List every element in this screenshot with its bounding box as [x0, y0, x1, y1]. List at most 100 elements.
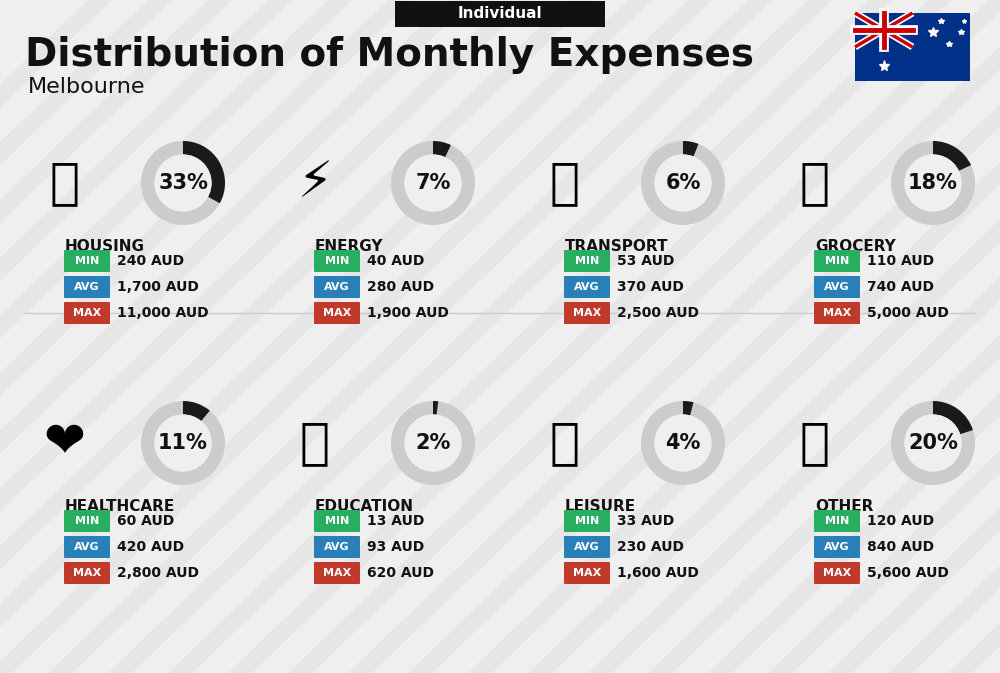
Wedge shape: [683, 141, 698, 156]
Text: AVG: AVG: [324, 542, 350, 552]
Text: 840 AUD: 840 AUD: [867, 540, 934, 554]
Text: MIN: MIN: [75, 516, 99, 526]
FancyBboxPatch shape: [314, 562, 360, 584]
Text: 1,700 AUD: 1,700 AUD: [117, 280, 199, 294]
FancyBboxPatch shape: [814, 302, 860, 324]
FancyBboxPatch shape: [564, 510, 610, 532]
Wedge shape: [391, 401, 475, 485]
Text: MIN: MIN: [575, 516, 599, 526]
Text: 93 AUD: 93 AUD: [367, 540, 424, 554]
FancyBboxPatch shape: [564, 276, 610, 298]
Text: OTHER: OTHER: [815, 499, 873, 514]
Text: 18%: 18%: [908, 173, 958, 193]
Text: 1,600 AUD: 1,600 AUD: [617, 566, 699, 580]
FancyBboxPatch shape: [564, 250, 610, 272]
Wedge shape: [641, 141, 725, 225]
Circle shape: [154, 415, 212, 472]
Text: 5,000 AUD: 5,000 AUD: [867, 306, 949, 320]
Wedge shape: [641, 401, 725, 485]
Text: MAX: MAX: [573, 568, 601, 578]
Text: ⚡: ⚡: [297, 159, 333, 207]
FancyBboxPatch shape: [814, 562, 860, 584]
Text: MAX: MAX: [823, 308, 851, 318]
FancyBboxPatch shape: [314, 302, 360, 324]
Text: ENERGY: ENERGY: [315, 239, 384, 254]
FancyBboxPatch shape: [64, 562, 110, 584]
FancyBboxPatch shape: [64, 276, 110, 298]
Wedge shape: [433, 141, 451, 157]
FancyBboxPatch shape: [314, 536, 360, 558]
Text: TRANSPORT: TRANSPORT: [565, 239, 668, 254]
Text: 53 AUD: 53 AUD: [617, 254, 674, 268]
Text: 60 AUD: 60 AUD: [117, 514, 174, 528]
Wedge shape: [391, 141, 475, 225]
Text: 420 AUD: 420 AUD: [117, 540, 184, 554]
Wedge shape: [933, 401, 973, 434]
Text: Melbourne: Melbourne: [28, 77, 146, 97]
Text: HOUSING: HOUSING: [65, 239, 145, 254]
Text: 4%: 4%: [665, 433, 701, 453]
Text: 🏢: 🏢: [50, 159, 80, 207]
Wedge shape: [141, 401, 225, 485]
Text: 👜: 👜: [800, 419, 830, 467]
Text: 🎓: 🎓: [300, 419, 330, 467]
Wedge shape: [683, 401, 693, 415]
Text: MAX: MAX: [573, 308, 601, 318]
FancyBboxPatch shape: [814, 250, 860, 272]
FancyBboxPatch shape: [814, 510, 860, 532]
Text: ❤️: ❤️: [44, 419, 86, 467]
Wedge shape: [183, 401, 210, 421]
FancyBboxPatch shape: [64, 250, 110, 272]
FancyBboxPatch shape: [314, 510, 360, 532]
Text: 2,500 AUD: 2,500 AUD: [617, 306, 699, 320]
Wedge shape: [183, 141, 225, 203]
Text: 13 AUD: 13 AUD: [367, 514, 424, 528]
Text: 240 AUD: 240 AUD: [117, 254, 184, 268]
Text: AVG: AVG: [74, 282, 100, 292]
Text: AVG: AVG: [574, 282, 600, 292]
Text: 2,800 AUD: 2,800 AUD: [117, 566, 199, 580]
Text: MAX: MAX: [323, 308, 351, 318]
Text: Distribution of Monthly Expenses: Distribution of Monthly Expenses: [25, 36, 754, 74]
Wedge shape: [891, 141, 975, 225]
FancyBboxPatch shape: [64, 302, 110, 324]
Wedge shape: [141, 141, 225, 225]
FancyBboxPatch shape: [564, 536, 610, 558]
Text: LEISURE: LEISURE: [565, 499, 636, 514]
FancyBboxPatch shape: [64, 536, 110, 558]
Text: 110 AUD: 110 AUD: [867, 254, 934, 268]
Circle shape: [404, 154, 462, 211]
Wedge shape: [433, 401, 438, 415]
FancyBboxPatch shape: [395, 1, 605, 27]
Text: 2%: 2%: [415, 433, 451, 453]
Wedge shape: [891, 401, 975, 485]
Text: Individual: Individual: [458, 7, 542, 22]
Text: MIN: MIN: [325, 256, 349, 266]
Text: 230 AUD: 230 AUD: [617, 540, 684, 554]
Text: 370 AUD: 370 AUD: [617, 280, 684, 294]
FancyBboxPatch shape: [314, 250, 360, 272]
Text: HEALTHCARE: HEALTHCARE: [65, 499, 175, 514]
Bar: [855, 13, 970, 81]
Text: 5,600 AUD: 5,600 AUD: [867, 566, 949, 580]
Text: 6%: 6%: [665, 173, 701, 193]
Text: MIN: MIN: [825, 256, 849, 266]
Text: 7%: 7%: [415, 173, 451, 193]
Text: EDUCATION: EDUCATION: [315, 499, 414, 514]
Text: 33 AUD: 33 AUD: [617, 514, 674, 528]
Circle shape: [154, 154, 212, 211]
Text: 120 AUD: 120 AUD: [867, 514, 934, 528]
Text: GROCERY: GROCERY: [815, 239, 896, 254]
FancyBboxPatch shape: [564, 562, 610, 584]
Text: 1,900 AUD: 1,900 AUD: [367, 306, 449, 320]
Text: 280 AUD: 280 AUD: [367, 280, 434, 294]
Circle shape: [654, 415, 712, 472]
FancyBboxPatch shape: [814, 536, 860, 558]
FancyBboxPatch shape: [564, 302, 610, 324]
Text: 33%: 33%: [158, 173, 208, 193]
Text: 740 AUD: 740 AUD: [867, 280, 934, 294]
FancyBboxPatch shape: [314, 276, 360, 298]
Text: 🛍️: 🛍️: [550, 419, 580, 467]
Text: AVG: AVG: [324, 282, 350, 292]
Text: MAX: MAX: [323, 568, 351, 578]
